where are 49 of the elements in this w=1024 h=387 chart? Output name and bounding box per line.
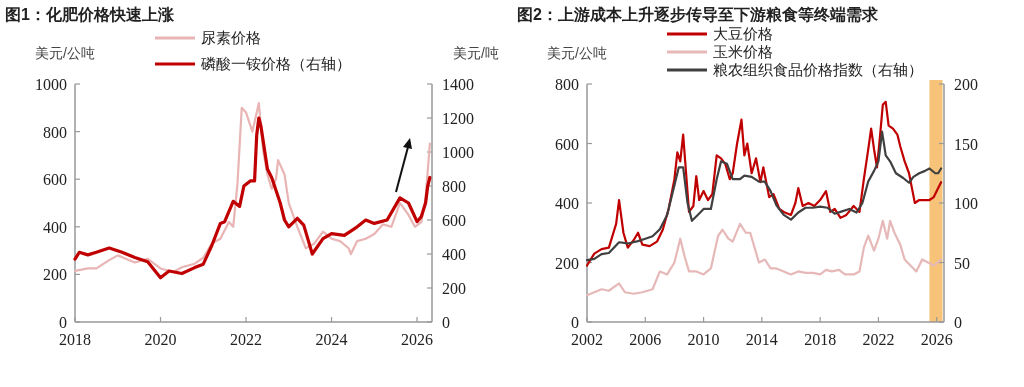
y-tick-label: 800 (555, 76, 579, 93)
y2-tick-label: 200 (954, 76, 978, 93)
y2-tick-label: 200 (442, 280, 466, 297)
x-tick-label: 2022 (862, 331, 895, 348)
y-tick-label: 400 (555, 195, 579, 212)
x-tick-label: 2022 (230, 331, 263, 348)
y-tick-label: 200 (43, 266, 67, 284)
x-tick-label: 2026 (401, 331, 434, 348)
x-tick-label: 2026 (920, 331, 953, 348)
y2-tick-label: 1400 (442, 76, 474, 93)
y2-tick-label: 400 (442, 246, 466, 263)
y2-axis-title: 美元/吨 (453, 45, 499, 61)
x-tick-label: 2018 (59, 331, 91, 348)
y-tick-label: 600 (43, 171, 67, 189)
y-tick-label: 0 (571, 314, 579, 331)
y-tick-label: 800 (43, 123, 67, 141)
x-tick-label: 2024 (315, 331, 348, 348)
y2-tick-label: 50 (954, 254, 970, 272)
legend-label: 大豆价格 (713, 25, 773, 42)
y2-tick-label: 0 (954, 314, 962, 331)
x-tick-label: 2010 (687, 331, 720, 348)
y2-tick-label: 1200 (442, 110, 474, 127)
y2-tick-label: 0 (442, 314, 450, 331)
y-tick-label: 200 (555, 254, 579, 272)
line-series (585, 219, 943, 297)
y2-tick-label: 600 (442, 212, 466, 229)
legend-label: 玉米价格 (713, 43, 773, 60)
y2-tick-label: 100 (954, 195, 978, 212)
legend-label: 尿素价格 (201, 29, 261, 46)
y-tick-label: 400 (43, 218, 67, 236)
line-series (585, 130, 943, 262)
chart-title: 图1：化肥价格快速上涨 (5, 6, 175, 23)
y-tick-label: 600 (555, 135, 579, 153)
x-tick-label: 2018 (804, 331, 837, 348)
y-axis-title: 美元/公吨 (547, 45, 607, 61)
legend-label: 粮农组织食品价格指数（右轴） (713, 61, 923, 78)
y2-tick-label: 150 (954, 135, 978, 153)
x-tick-label: 2014 (745, 331, 778, 348)
chart-title: 图2：上游成本上升逐步传导至下游粮食等终端需求 (517, 6, 879, 23)
legend-label: 磷酸一铵价格（右轴） (200, 55, 351, 72)
y-axis-title: 美元/公吨 (35, 45, 95, 61)
x-tick-label: 2020 (144, 331, 177, 348)
x-tick-label: 2002 (571, 331, 603, 348)
y-tick-label: 1000 (35, 76, 67, 93)
line-series (585, 100, 943, 267)
y-tick-label: 0 (59, 314, 67, 331)
y2-tick-label: 1000 (442, 144, 474, 161)
x-tick-label: 2006 (629, 331, 662, 348)
y2-tick-label: 800 (442, 178, 466, 195)
